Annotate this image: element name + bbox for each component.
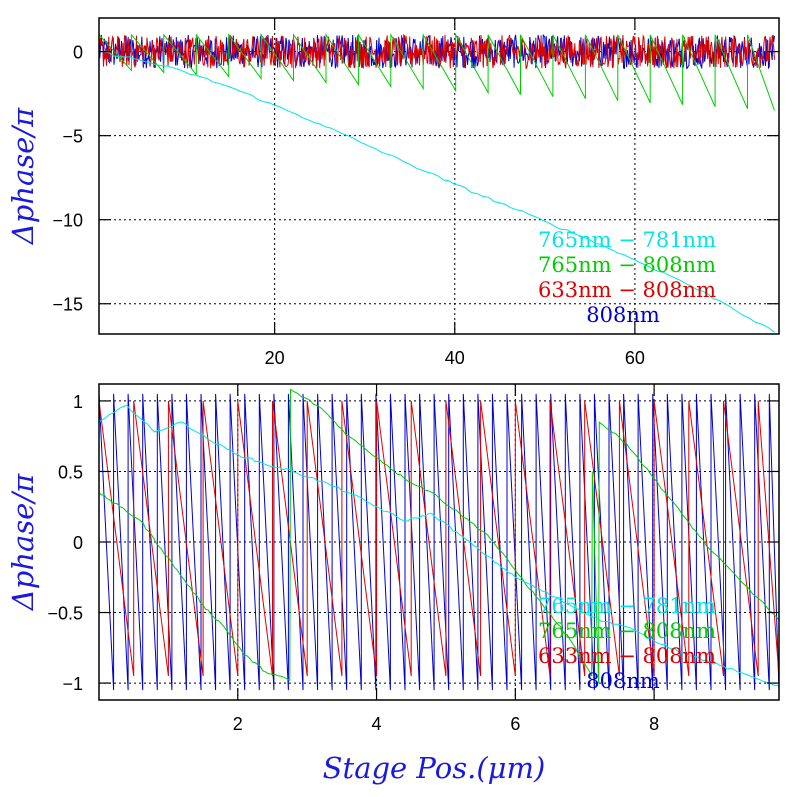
y-axis-title: Δphase/π	[6, 107, 40, 245]
legend-entry: 765nm − 808nm	[538, 619, 716, 643]
x-tick-label: 8	[649, 714, 659, 734]
x-tick-label: 60	[625, 348, 645, 368]
x-tick-label: 6	[510, 714, 520, 734]
x-tick-label: 40	[445, 348, 465, 368]
legend-entry: 765nm − 781nm	[538, 228, 716, 252]
y-tick-label: 0.5	[58, 462, 83, 482]
y-tick-label: 0	[73, 43, 83, 63]
series-group	[99, 32, 775, 333]
x-tick-label: 2	[233, 714, 243, 734]
series-line-3	[99, 400, 779, 677]
series-group	[99, 388, 779, 691]
series-line-4	[99, 393, 779, 691]
y-tick-label: −0.5	[47, 604, 83, 624]
legend-entry: 765nm − 808nm	[538, 253, 716, 277]
y-tick-label: −15	[52, 295, 83, 315]
bottom-panel: 2 4 6 8 1 0.5 0 −0.5 −1 Δphase/π 765nm − 781nm765n…	[6, 383, 780, 734]
top-panel: 20 40 60 0 −5 −10 −15 Δphase/π 765nm − 781nm765n…	[6, 17, 780, 368]
plot-frame	[98, 17, 780, 335]
series-line-1	[99, 404, 779, 687]
legend-entry: 633nm − 808nm	[538, 644, 716, 668]
x-axis-title: Stage Pos.(μm)	[323, 751, 546, 785]
series-line-2	[99, 388, 779, 684]
y-tick-label: −1	[62, 674, 83, 694]
series-line-2	[99, 32, 775, 111]
series-line-3	[99, 33, 775, 70]
y-axis-title: Δphase/π	[6, 473, 40, 611]
legend-entry: 808nm	[586, 303, 660, 327]
legend-entry: 808nm	[586, 669, 660, 693]
x-tick-label: 20	[265, 348, 285, 368]
y-tick-label: 1	[73, 392, 83, 412]
y-tick-label: −5	[62, 127, 83, 147]
series-line-1	[99, 51, 775, 333]
x-tick-label: 4	[372, 714, 382, 734]
y-tick-label: 0	[73, 533, 83, 553]
legend-entry: 633nm − 808nm	[538, 278, 716, 302]
legend-entry: 765nm − 781nm	[538, 594, 716, 618]
y-tick-label: −10	[52, 211, 83, 231]
